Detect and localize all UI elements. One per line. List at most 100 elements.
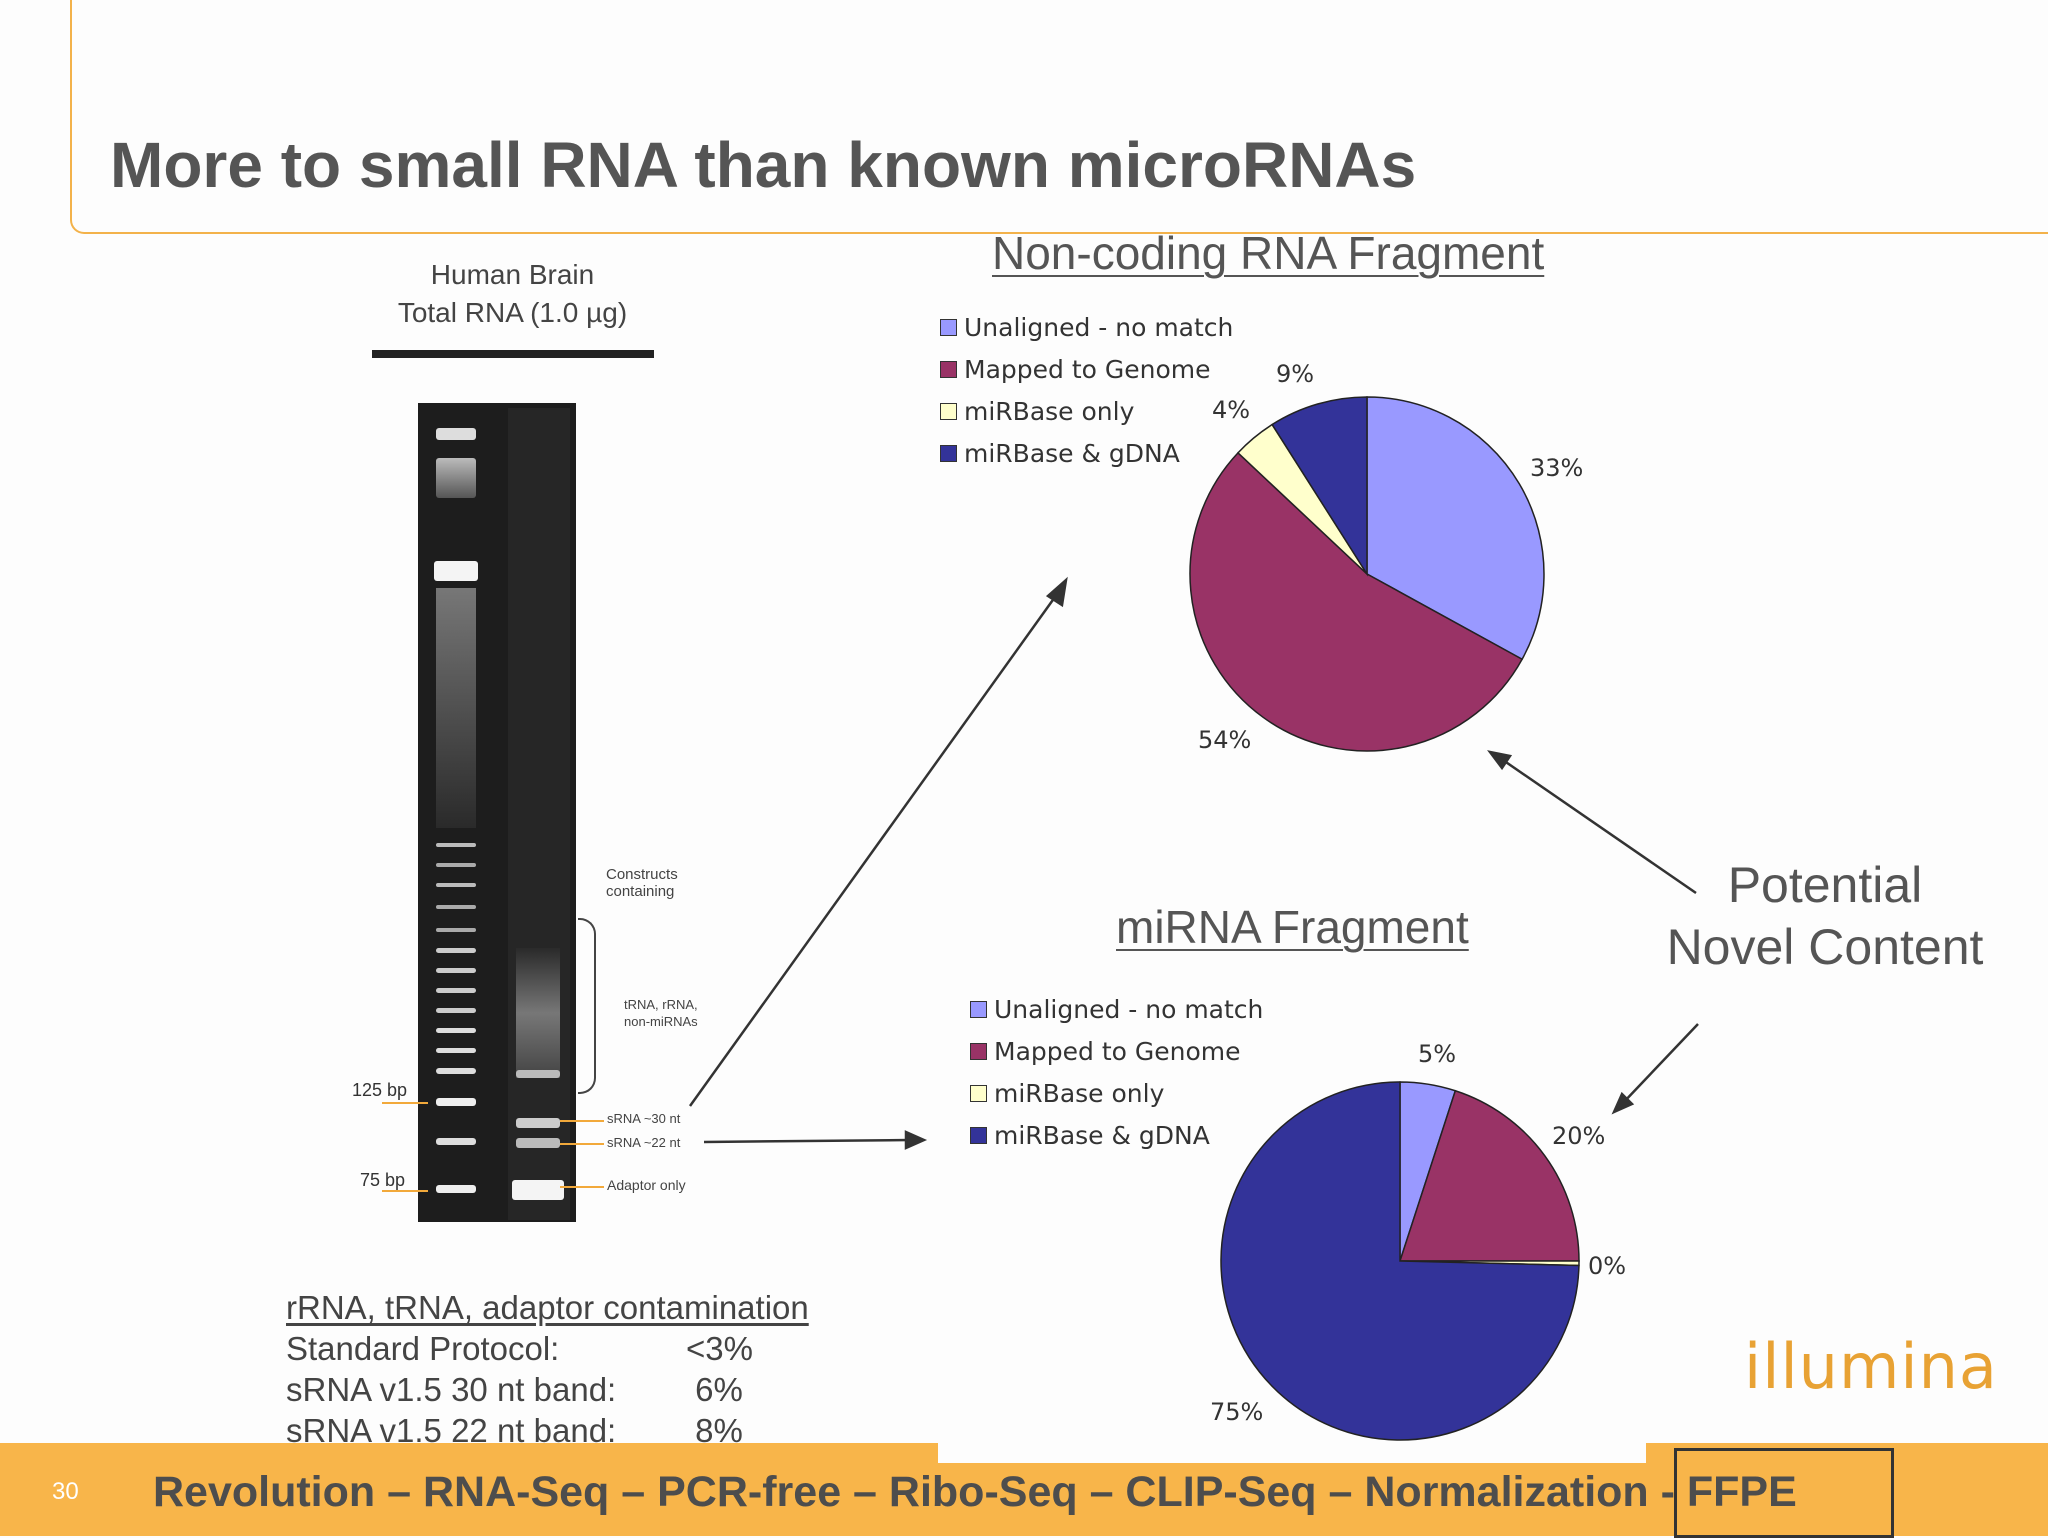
- gel-band: [436, 863, 476, 867]
- arrowhead: [1045, 576, 1068, 608]
- legend-swatch: [940, 402, 957, 420]
- pie2-label-unaligned: 5%: [1418, 1040, 1457, 1068]
- pie1-slice-mirbase-gdna: [1271, 396, 1368, 577]
- contamination-row: sRNA v1.5 22 nt band: 8%: [286, 1410, 809, 1451]
- contamination-table: rRNA, tRNA, adaptor contamination Standa…: [286, 1287, 809, 1451]
- marker-125bp: 125 bp: [352, 1080, 408, 1100]
- arrow-novel-upper: [1499, 756, 1697, 895]
- gel-smear: [436, 588, 476, 828]
- chart-title-noncoding: Non-coding RNA Fragment: [992, 227, 1545, 279]
- row-label: Standard Protocol:: [286, 1330, 560, 1367]
- legend-label: miRBase only: [994, 1078, 1165, 1108]
- legend-item: miRBase & gDNA: [940, 432, 1233, 474]
- legend-label: Unaligned - no match: [964, 312, 1234, 342]
- legend-swatch: [970, 1126, 987, 1144]
- gel-header-line2: Total RNA (1.0 µg): [397, 297, 628, 328]
- pie1-slice-mapped: [1189, 451, 1524, 752]
- gel-band: [436, 1138, 476, 1145]
- pie1-label-mirbase-gdna: 9%: [1276, 360, 1315, 388]
- gel-label-30nt: sRNA ~30 nt: [607, 1111, 681, 1126]
- gel-band: [516, 1070, 560, 1078]
- gel-label-constructs: Constructs containing: [606, 866, 678, 900]
- gel-band: [436, 1048, 476, 1053]
- gel-band: [516, 1118, 560, 1128]
- illumina-logo: illumina: [1744, 1330, 1998, 1403]
- row-label: sRNA v1.5 30 nt band:: [286, 1371, 617, 1408]
- gel-band: [434, 561, 478, 581]
- gel-header-line1: Human Brain: [430, 259, 595, 290]
- arrow-to-noncoding: [688, 589, 1062, 1107]
- gel-band: [436, 843, 476, 847]
- gel-band: [436, 1098, 476, 1106]
- pie2-slice-mirbase-gdna: [1220, 1081, 1580, 1441]
- pie-mirna: [1220, 1081, 1580, 1441]
- legend-swatch: [970, 1000, 987, 1018]
- gel-header: Human Brain Total RNA (1.0 µg): [360, 256, 665, 332]
- contamination-row: Standard Protocol: <3%: [286, 1328, 809, 1369]
- footer-tagline: Revolution – RNA-Seq – PCR-free – Ribo-S…: [153, 1468, 1797, 1516]
- pie1-label-mapped: 54%: [1198, 726, 1252, 754]
- chart-title-mirna: miRNA Fragment: [1116, 901, 1469, 953]
- pie1-slice-unaligned: [1366, 396, 1545, 661]
- gel-band: [516, 1138, 560, 1148]
- legend-swatch: [970, 1084, 987, 1102]
- legend-swatch: [940, 318, 957, 336]
- legend-item: miRBase only: [940, 390, 1233, 432]
- gel-band: [436, 1008, 476, 1013]
- page-title: More to small RNA than known microRNAs: [110, 129, 1417, 201]
- arrowhead: [1487, 750, 1513, 771]
- legend-label: Unaligned - no match: [994, 994, 1264, 1024]
- gel-band: [436, 883, 476, 887]
- legend-swatch: [970, 1042, 987, 1060]
- marker-75bp: 75 bp: [360, 1170, 406, 1190]
- gel-band: [436, 905, 476, 909]
- marker-line: [382, 1190, 428, 1192]
- legend-item: Mapped to Genome: [970, 1030, 1263, 1072]
- pie2-label-mapped: 20%: [1552, 1122, 1606, 1150]
- arrowhead: [1611, 1091, 1635, 1115]
- legend-noncoding: Unaligned - no match Mapped to Genome mi…: [940, 306, 1233, 474]
- pie2-label-mirbase-only: 0%: [1588, 1252, 1627, 1280]
- gel-band: [436, 988, 476, 993]
- legend-swatch: [940, 360, 957, 378]
- row-label: sRNA v1.5 22 nt band:: [286, 1412, 617, 1449]
- legend-label: Mapped to Genome: [964, 354, 1211, 384]
- gel-lane: [508, 408, 570, 1220]
- pie1-label-unaligned: 33%: [1530, 454, 1584, 482]
- gel-band: [436, 1028, 476, 1033]
- slide-number: 30: [52, 1478, 79, 1505]
- gel-band: [512, 1180, 564, 1200]
- arrow-to-mirna: [703, 1138, 911, 1144]
- marker-line: [560, 1143, 604, 1145]
- gel-band: [436, 928, 476, 932]
- contamination-title: rRNA, tRNA, adaptor contamination: [286, 1289, 809, 1326]
- gel-smear: [516, 948, 560, 1078]
- pie1-label-mirbase-only: 4%: [1212, 396, 1251, 424]
- pie2-label-mirbase-gdna: 75%: [1210, 1398, 1264, 1426]
- legend-item: Unaligned - no match: [940, 306, 1233, 348]
- legend-item: Unaligned - no match: [970, 988, 1263, 1030]
- gel-label-adaptor: Adaptor only: [607, 1177, 686, 1193]
- header-frame: [70, 0, 2048, 234]
- pie-noncoding: [1189, 396, 1545, 752]
- marker-line: [382, 1102, 428, 1104]
- gel-band: [436, 458, 476, 498]
- row-value: 6%: [686, 1371, 743, 1408]
- arrows: [688, 576, 1699, 1150]
- footer-gap: [938, 1443, 1646, 1463]
- gel-label-trna: tRNA, rRNA, non-miRNAs: [624, 997, 698, 1029]
- contamination-row: sRNA v1.5 30 nt band: 6%: [286, 1369, 809, 1410]
- highlight-box: [1674, 1448, 1894, 1538]
- marker-line: [560, 1120, 604, 1122]
- potential-novel-content: Potential Novel Content: [1650, 854, 2000, 978]
- gel-label-22nt: sRNA ~22 nt: [607, 1135, 681, 1150]
- gel-header-bar: [372, 350, 654, 358]
- legend-label: miRBase & gDNA: [994, 1120, 1210, 1150]
- gel-band: [436, 968, 476, 973]
- gel-band: [436, 948, 476, 953]
- row-value: 8%: [686, 1412, 743, 1449]
- gel-band: [436, 1068, 476, 1074]
- marker-line: [560, 1186, 604, 1188]
- legend-label: miRBase & gDNA: [964, 438, 1180, 468]
